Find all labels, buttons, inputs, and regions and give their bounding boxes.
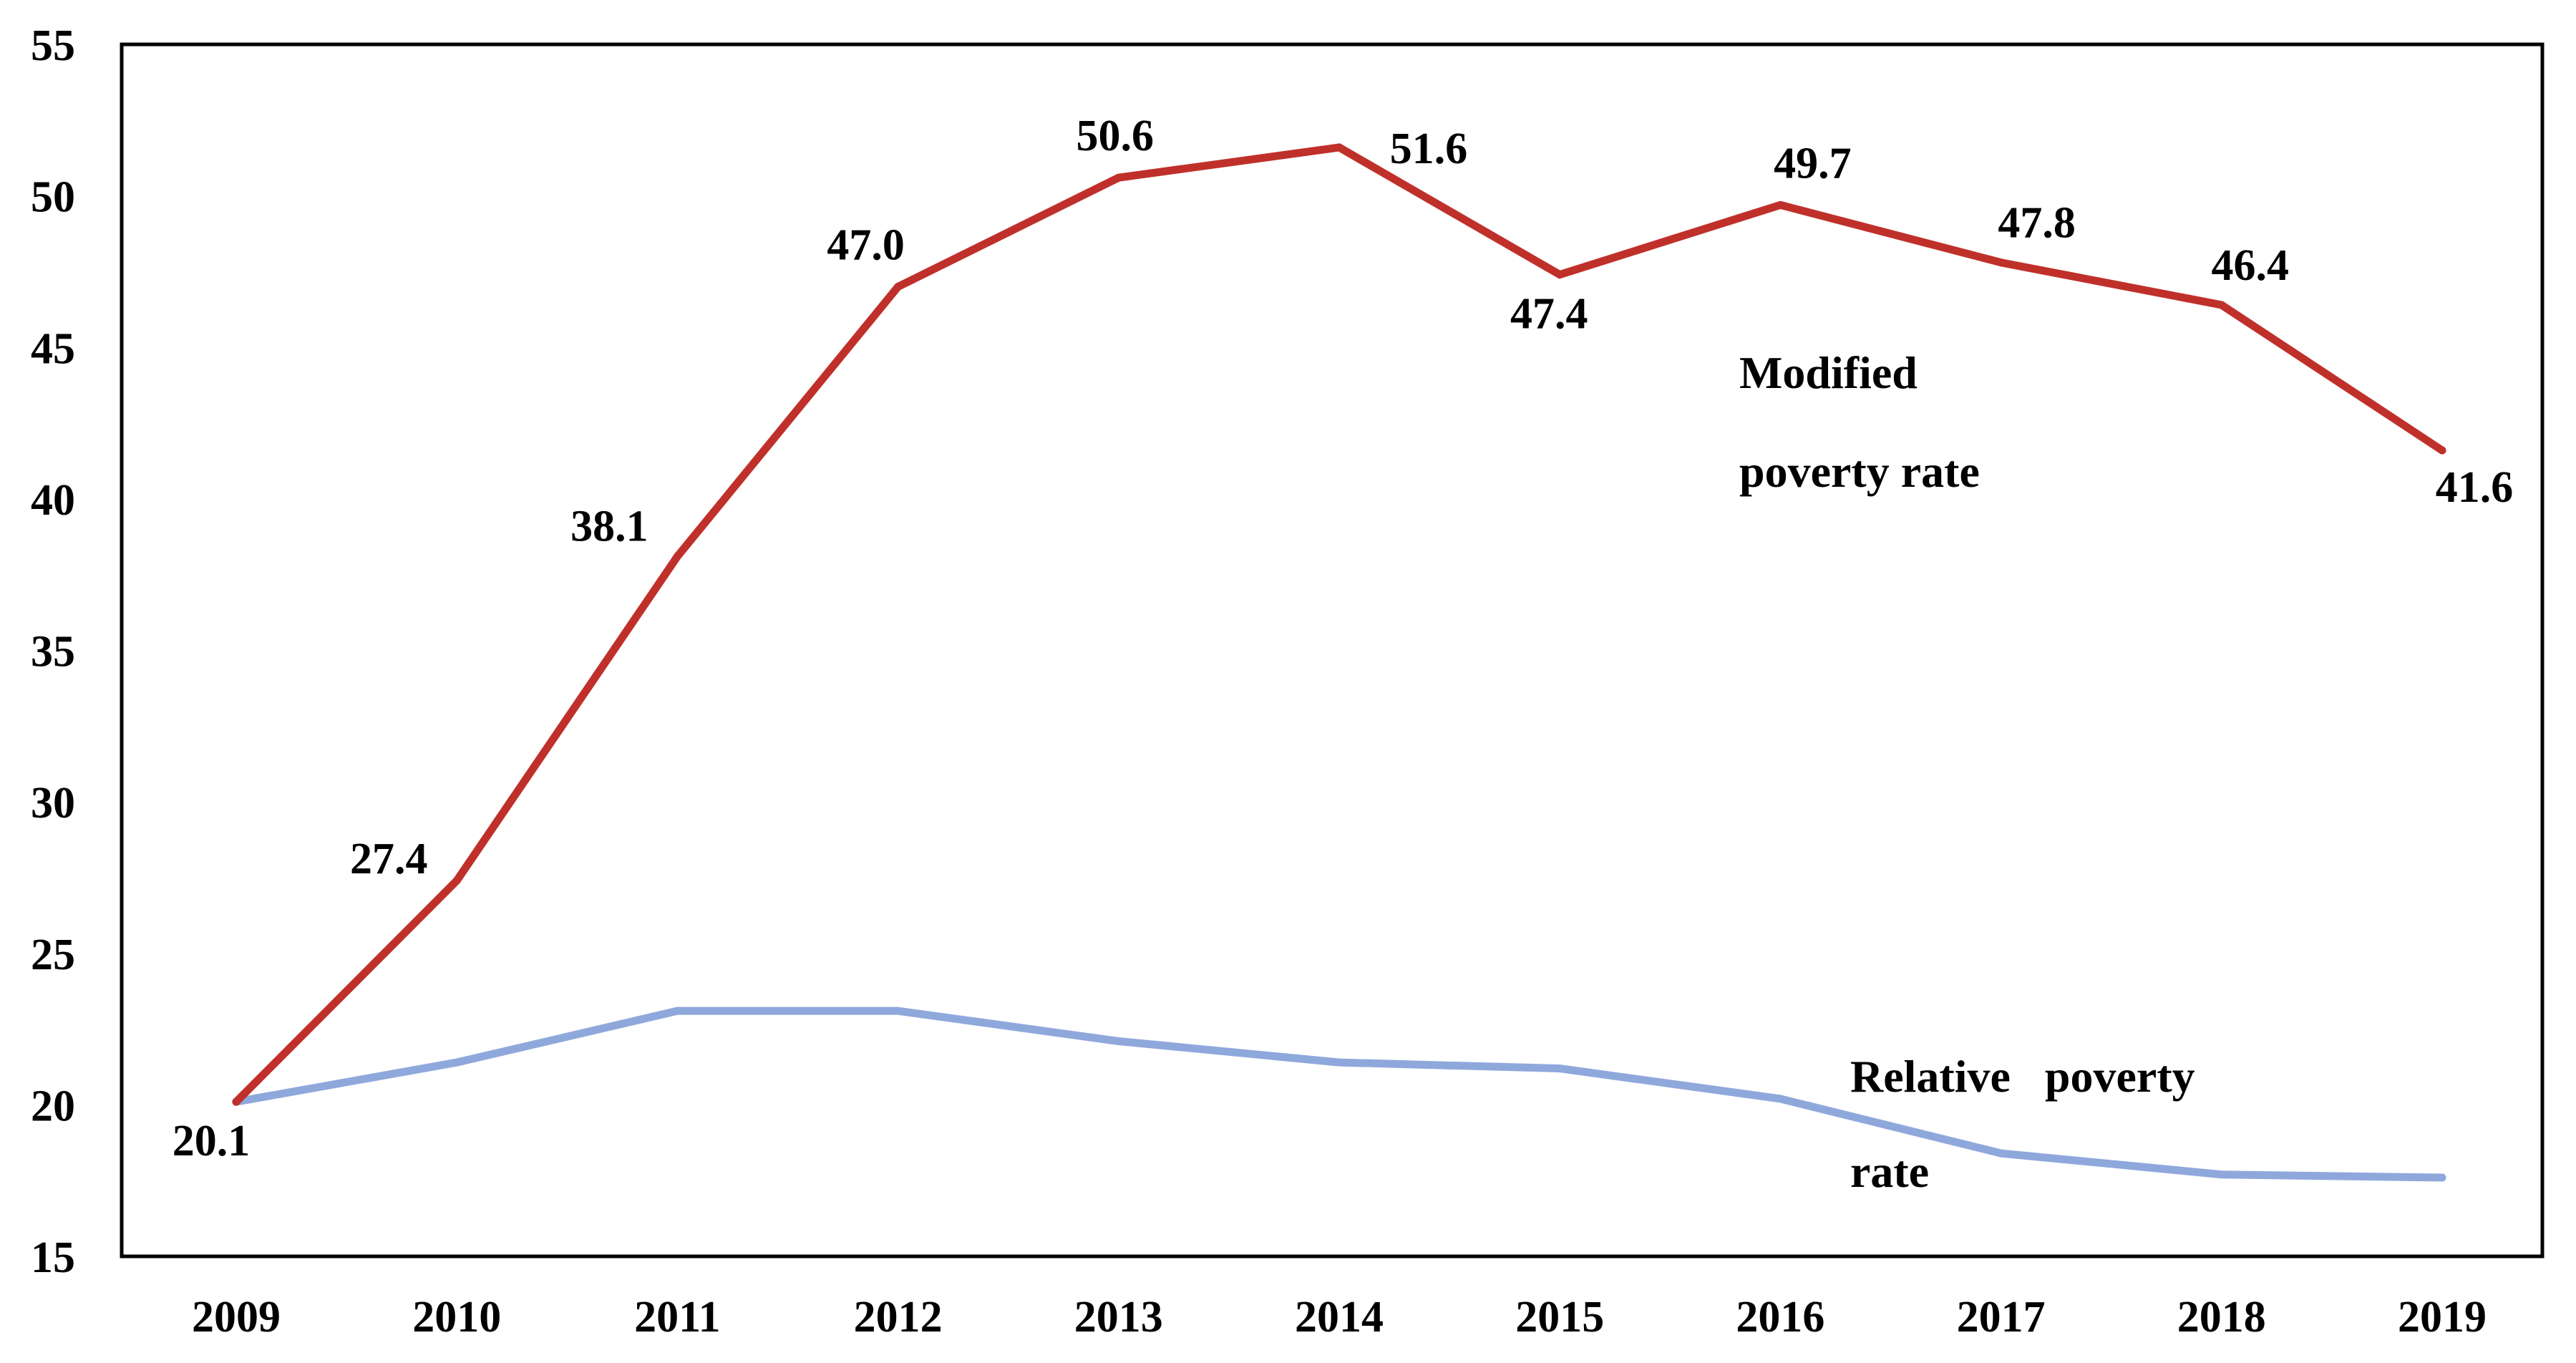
y-tick-label-15: 15 (31, 1233, 75, 1282)
modified-poverty-rate-point-2014 (1335, 143, 1343, 152)
x-tick-label-2010: 2010 (412, 1293, 501, 1342)
relative-poverty-rate-point-2019 (2438, 1173, 2446, 1182)
x-tick-label-2015: 2015 (1515, 1293, 1604, 1342)
modified-poverty-rate-point-2012 (894, 283, 903, 291)
y-tick-label-40: 40 (31, 476, 75, 525)
x-tick-label-2016: 2016 (1736, 1293, 1824, 1342)
relative-poverty-rate-point-2013 (1114, 1037, 1123, 1045)
x-tick-label-2017: 2017 (1957, 1293, 2046, 1342)
modified-poverty-rate-point-2016 (1776, 200, 1784, 209)
modified-poverty-rate-point-2013 (1114, 173, 1123, 182)
relative-poverty-rate-point-2010 (452, 1058, 461, 1067)
data-label-2015: 47.4 (1510, 290, 1588, 339)
x-tick-label-2013: 2013 (1074, 1293, 1163, 1342)
relative-poverty-rate-point-2017 (1997, 1149, 2006, 1158)
modified-poverty-rate-point-2019 (2438, 446, 2446, 455)
plot-area-border (120, 42, 2545, 1258)
relative-poverty-rate-point-2014 (1335, 1058, 1343, 1067)
y-tick-label-20: 20 (31, 1082, 75, 1130)
y-tick-label-35: 35 (31, 628, 75, 676)
modified-poverty-rate-point-2018 (2217, 301, 2226, 309)
relative-poverty-rate-point-2015 (1555, 1064, 1564, 1073)
modified-poverty-rate-point-2010 (452, 876, 461, 885)
x-tick-label-2014: 2014 (1295, 1293, 1384, 1342)
relative-poverty-rate-point-2018 (2217, 1170, 2226, 1179)
data-label-2018: 46.4 (2212, 241, 2290, 290)
modified-annotation-line2: poverty rate (1739, 446, 1980, 497)
y-tick-label-50: 50 (31, 173, 75, 222)
data-label-2017: 47.8 (1998, 199, 2076, 248)
relative-poverty-rate-point-2012 (894, 1007, 903, 1015)
data-label-2010: 27.4 (350, 835, 428, 883)
data-label-2016: 49.7 (1774, 139, 1852, 188)
data-label-2014: 51.6 (1390, 125, 1468, 173)
data-label-2009: 20.1 (172, 1117, 251, 1165)
relative-annotation-line1: Relative poverty (1850, 1051, 2195, 1102)
x-tick-label-2018: 2018 (2177, 1293, 2266, 1342)
modified-poverty-rate-point-2017 (1997, 258, 2006, 267)
modified-poverty-rate-point-2009 (232, 1097, 240, 1106)
y-tick-label-30: 30 (31, 779, 75, 828)
data-label-2011: 38.1 (570, 502, 648, 550)
x-tick-label-2012: 2012 (854, 1293, 943, 1342)
x-tick-label-2019: 2019 (2398, 1293, 2487, 1342)
modified-poverty-rate-point-2015 (1555, 271, 1564, 279)
modified-poverty-rate-line (232, 143, 2446, 1106)
x-tick-label-2009: 2009 (192, 1293, 281, 1342)
modified-poverty-rate-point-2011 (673, 552, 681, 561)
data-label-2012: 47.0 (827, 221, 905, 270)
modified-annotation-line1: Modified (1739, 347, 1918, 398)
relative-poverty-rate-point-2011 (673, 1007, 681, 1015)
y-tick-label-45: 45 (31, 324, 75, 373)
x-tick-label-2011: 2011 (634, 1293, 721, 1342)
data-label-2019: 41.6 (2436, 463, 2514, 512)
data-label-2013: 50.6 (1076, 112, 1155, 160)
relative-annotation-line2: rate (1850, 1146, 1929, 1197)
y-tick-label-25: 25 (31, 931, 75, 979)
relative-poverty-rate-point-2016 (1776, 1095, 1784, 1103)
y-tick-label-55: 55 (31, 21, 75, 70)
